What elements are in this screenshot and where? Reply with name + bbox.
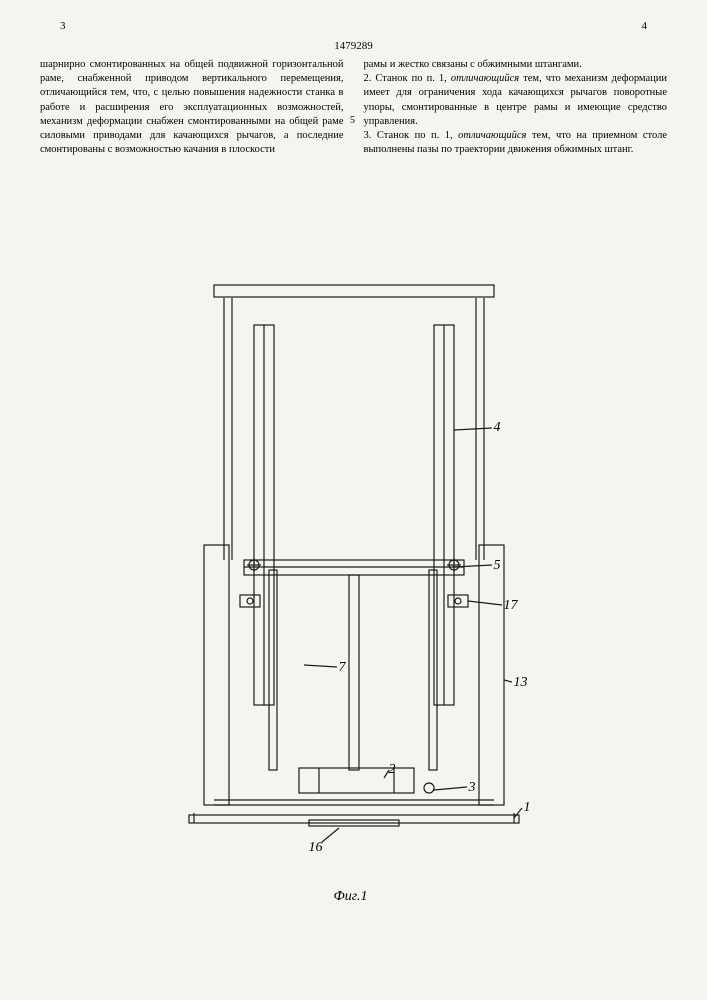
text-column-left: шарнирно смонтированных на общей подвижн…	[40, 58, 344, 157]
callout-13: 13	[514, 675, 528, 691]
patent-number: 1479289	[40, 40, 667, 52]
callout-16: 16	[309, 840, 323, 856]
callout-2: 2	[389, 762, 396, 778]
callout-1: 1	[524, 800, 531, 816]
right-para-2: 2. Станок по п. 1, отличающийся тем, что…	[364, 72, 668, 129]
text-columns: шарнирно смонтированных на общей подвижн…	[40, 58, 667, 157]
text-column-right: рамы и жестко связаны с обжимными штанга…	[364, 58, 668, 157]
left-text: шарнирно смонтированных на общей подвижн…	[40, 59, 344, 155]
callout-17: 17	[504, 598, 518, 614]
callout-4: 4	[494, 420, 501, 436]
page-number-right: 4	[642, 20, 648, 32]
header-row: 3 4	[40, 20, 667, 32]
page-number-left: 3	[60, 20, 66, 32]
figure-container: 4 5 17 13 7 2 3 1 16 Фиг.1	[154, 280, 554, 880]
figure-caption: Фиг.1	[334, 889, 368, 905]
right-para-3: 3. Станок по п. 1, отличающийся тем, что…	[364, 129, 668, 157]
callout-5: 5	[494, 558, 501, 574]
line-marker: 5	[350, 115, 355, 126]
right-para-1: рамы и жестко связаны с обжимными штанга…	[364, 58, 668, 72]
callout-7: 7	[339, 660, 346, 676]
callout-3: 3	[469, 780, 476, 796]
